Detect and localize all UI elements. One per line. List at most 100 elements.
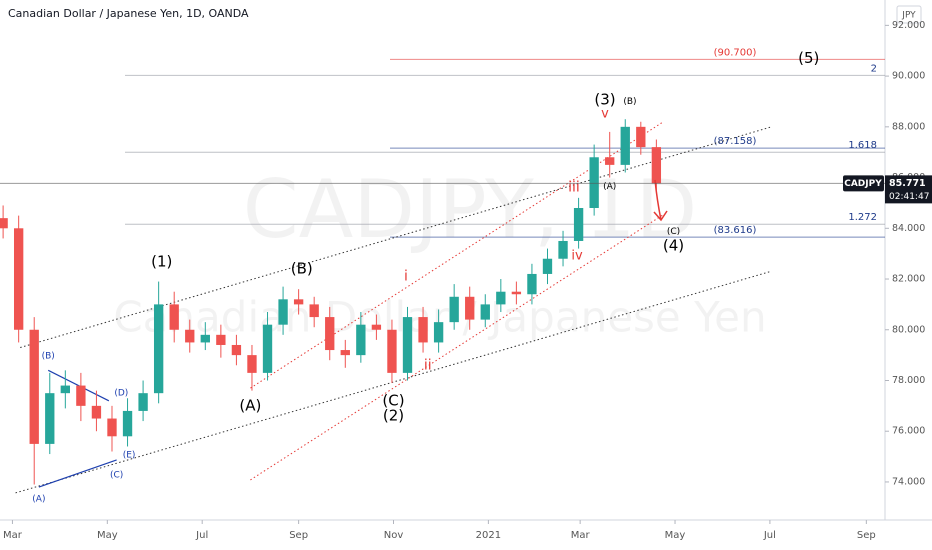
candle-body	[45, 393, 55, 444]
candle-body	[76, 385, 86, 406]
symbol-tag-label: CADJPY	[844, 179, 882, 189]
wave-label: (1)	[151, 253, 172, 271]
candle-body	[138, 393, 148, 411]
candle-body	[465, 296, 475, 320]
wave-label: (C)	[382, 391, 404, 409]
candle-body	[480, 304, 490, 320]
wave-label: (3)	[594, 91, 615, 109]
candle-body	[231, 344, 242, 356]
watermark: CADJPY, 1D Canadian Dollar / Japanese Ye…	[113, 163, 766, 342]
candle-body	[356, 324, 366, 356]
candle-body	[558, 240, 568, 259]
candle-body	[325, 317, 335, 351]
x-tick-label: May	[97, 530, 118, 541]
trend-line	[20, 126, 772, 348]
symbol-tag	[843, 175, 884, 192]
price-tag	[885, 175, 932, 204]
wave-label: (D)	[114, 389, 128, 399]
countdown-label: 02:41:47	[889, 192, 929, 202]
candle-body	[153, 304, 164, 394]
wave-label: (B)	[42, 352, 55, 362]
candle-body	[449, 296, 459, 323]
candle-body	[433, 322, 444, 343]
candle-body	[589, 157, 599, 208]
candle-body	[496, 291, 506, 305]
currency-box[interactable]	[896, 5, 922, 24]
candle-body	[262, 324, 273, 373]
wave-label: (E)	[123, 450, 136, 460]
wave-label: (B)	[291, 259, 313, 277]
y-tick-label: 78.000	[892, 375, 925, 386]
trend-line	[38, 459, 117, 488]
wave-label: iii	[568, 180, 580, 196]
x-tick-label: Mar	[3, 530, 23, 541]
wave-label: (B)	[623, 97, 636, 107]
x-tick-label: 2021	[476, 530, 501, 541]
candle-body	[278, 299, 288, 325]
candle-body	[185, 329, 195, 343]
wave-label: (C)	[110, 470, 123, 480]
candle-body	[527, 273, 537, 295]
currency-label: JPY	[901, 11, 916, 21]
level-label: (90.700)	[714, 47, 757, 58]
wave-label: ii	[424, 357, 432, 373]
candle-body	[169, 304, 179, 330]
wave-label: (A)	[32, 494, 45, 504]
candle-body	[542, 258, 553, 274]
y-tick-label: 74.000	[892, 476, 925, 487]
candle-body	[247, 355, 257, 373]
candle-body	[340, 350, 350, 356]
level-label: (83.616)	[714, 225, 757, 236]
candle-body	[293, 299, 304, 305]
x-tick-label: Sep	[857, 530, 876, 541]
x-tick-label: May	[665, 530, 686, 541]
level-label: (87.158)	[714, 136, 757, 147]
price-tag-label: 85.771	[889, 178, 926, 189]
wave-label: (4)	[663, 237, 684, 255]
x-tick-label: Nov	[384, 530, 404, 541]
wave-label: (5)	[798, 49, 819, 67]
trend-line	[15, 270, 772, 494]
wave-label: (A)	[603, 182, 616, 192]
candle-body	[309, 304, 319, 318]
y-tick-label: 92.000	[892, 20, 925, 31]
wave-label: i	[404, 268, 408, 284]
y-tick-label: 82.000	[892, 274, 925, 285]
candle-body	[620, 126, 630, 165]
y-tick-label: 90.000	[892, 71, 925, 82]
watermark-symbol: CADJPY, 1D	[243, 163, 698, 256]
candle-body	[511, 291, 522, 295]
chart-title: Canadian Dollar / Japanese Yen, 1D, OAND…	[8, 7, 249, 20]
y-tick-label: 76.000	[892, 426, 925, 437]
wave-label: v	[601, 107, 609, 122]
candle-body	[200, 334, 210, 343]
candle-body	[371, 324, 382, 330]
candle-body	[573, 208, 584, 241]
y-tick-label: 80.000	[892, 324, 925, 335]
candle-body	[605, 157, 615, 165]
candle-body	[122, 410, 133, 437]
candle-body	[418, 317, 428, 343]
wave-label: (C)	[667, 227, 680, 237]
candle-body	[60, 385, 70, 394]
candle-body	[29, 329, 39, 444]
y-tick-label: 88.000	[892, 121, 925, 132]
candle-body	[0, 218, 8, 229]
candle-body	[636, 126, 646, 148]
level-label: 1.618	[848, 140, 877, 151]
candle-body	[216, 334, 226, 345]
candle-body	[402, 317, 413, 373]
level-label: 1.272	[848, 212, 877, 223]
x-tick-label: Sep	[289, 530, 308, 541]
wave-label: (2)	[383, 407, 404, 425]
x-tick-label: Mar	[571, 530, 591, 541]
y-tick-label: 84.000	[892, 223, 925, 234]
x-tick-label: Jul	[195, 530, 208, 541]
wave-label: iv	[571, 249, 583, 264]
candle-body	[651, 147, 662, 184]
candle-body	[13, 228, 24, 330]
candle-body	[387, 329, 397, 373]
level-label: 2	[871, 63, 877, 74]
